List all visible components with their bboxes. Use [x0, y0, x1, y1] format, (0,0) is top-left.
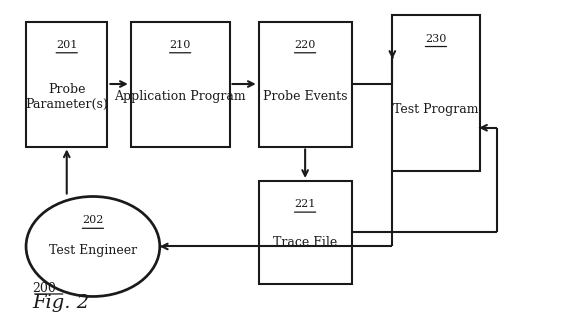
Text: Application Program: Application Program [114, 90, 246, 103]
FancyBboxPatch shape [259, 22, 352, 147]
Text: 201: 201 [56, 40, 77, 50]
FancyBboxPatch shape [131, 22, 230, 147]
Text: 200: 200 [32, 282, 56, 295]
FancyBboxPatch shape [26, 22, 107, 147]
Text: Trace File: Trace File [273, 236, 338, 249]
Text: 221: 221 [295, 199, 316, 209]
Text: 210: 210 [170, 40, 191, 50]
Text: Fig. 2: Fig. 2 [32, 294, 89, 312]
Text: Test Program: Test Program [393, 102, 479, 115]
FancyBboxPatch shape [259, 181, 352, 284]
Text: Test Engineer: Test Engineer [49, 244, 137, 257]
Text: 230: 230 [425, 34, 447, 44]
Text: 220: 220 [295, 40, 316, 50]
Ellipse shape [26, 197, 160, 296]
FancyBboxPatch shape [392, 15, 480, 171]
Text: Probe Events: Probe Events [263, 90, 348, 103]
Text: 202: 202 [82, 216, 103, 225]
Text: Probe
Parameter(s): Probe Parameter(s) [25, 82, 108, 111]
